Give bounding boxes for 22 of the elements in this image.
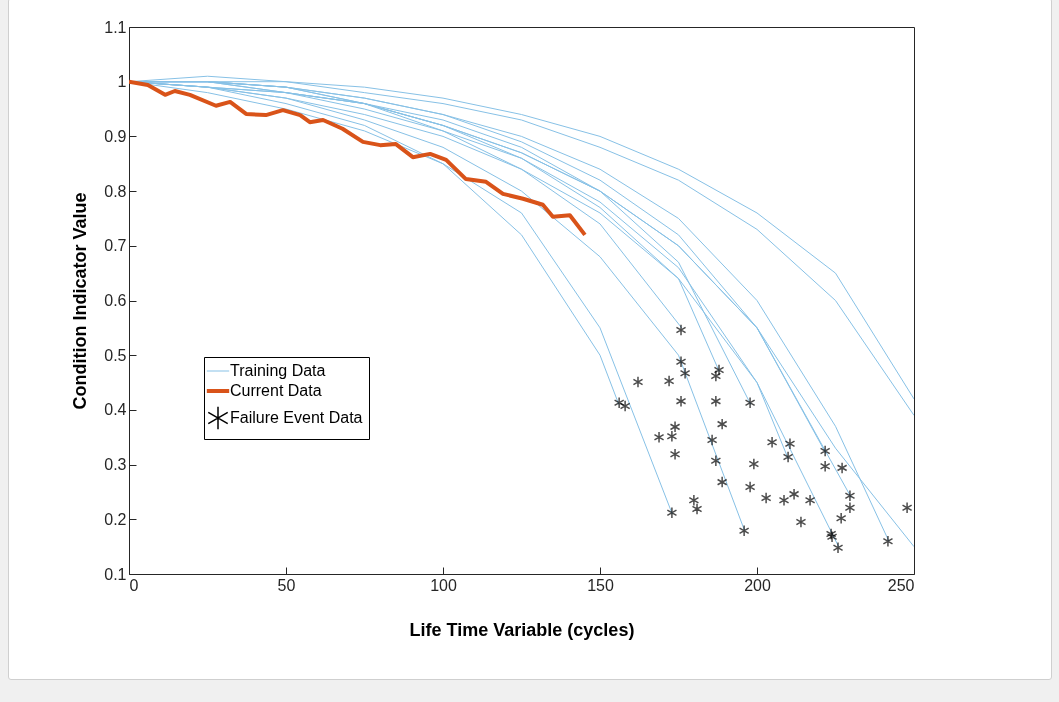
y-axis-title: Condition Indicator Value xyxy=(70,192,91,410)
y-tick-label: 0.7 xyxy=(104,237,127,255)
y-tick-label: 0.4 xyxy=(104,401,127,419)
x-tick-label: 50 xyxy=(277,576,296,594)
x-tick-label: 200 xyxy=(744,576,771,594)
y-tick-label: 1.1 xyxy=(104,18,127,36)
x-tick-label: 0 xyxy=(129,576,139,594)
x-tick-label: 150 xyxy=(587,576,614,594)
legend-label: Training Data xyxy=(230,362,326,379)
x-axis-title: Life Time Variable (cycles) xyxy=(409,619,635,640)
y-tick-label: 0.9 xyxy=(104,127,127,145)
x-tick-label: 250 xyxy=(887,576,915,594)
y-tick-label: 0.1 xyxy=(104,565,127,583)
y-tick-label: 0.2 xyxy=(104,510,127,528)
y-tick-label: 0.5 xyxy=(104,346,127,364)
legend-label: Current Data xyxy=(230,382,322,399)
y-tick-label: 0.3 xyxy=(104,456,127,474)
y-tick-label: 0.8 xyxy=(104,182,127,200)
y-tick-label: 0.6 xyxy=(104,292,127,309)
legend-label: Failure Event Data xyxy=(230,409,363,426)
x-tick-label: 100 xyxy=(430,576,457,594)
y-tick-label: 1 xyxy=(117,73,127,91)
